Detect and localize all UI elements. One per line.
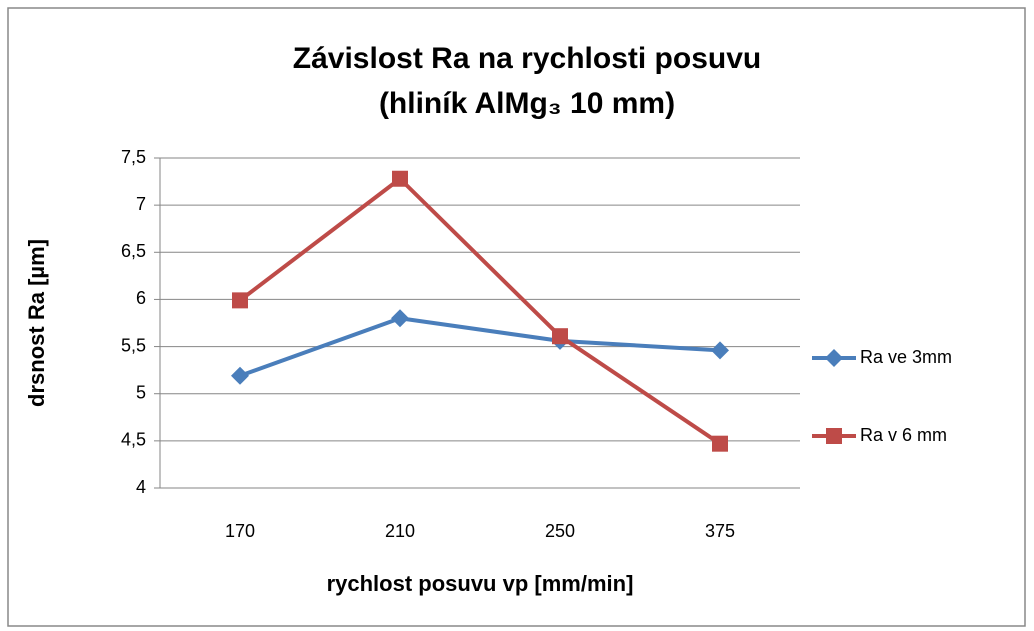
point: [552, 328, 568, 345]
point: [392, 170, 408, 187]
x-tick-label: 210: [385, 521, 415, 541]
y-tick-label: 4,5: [121, 430, 146, 450]
legend-label: Ra v 6 mm: [860, 425, 947, 445]
x-axis-label: rychlost posuvu vp [mm/min]: [327, 571, 634, 596]
y-tick-label: 6: [136, 288, 146, 308]
point: [231, 366, 249, 385]
x-tick-label: 250: [545, 521, 575, 541]
y-tick-label: 7,5: [121, 147, 146, 167]
chart-border: [7, 7, 1026, 627]
y-tick-label: 6,5: [121, 241, 146, 261]
series-line: [239, 316, 721, 378]
y-tick-label: 4: [136, 477, 146, 497]
x-tick-label: 170: [225, 521, 255, 541]
legend-marker: [825, 349, 843, 367]
series-line: [238, 176, 722, 446]
point: [391, 309, 409, 328]
legend-label: Ra ve 3mm: [860, 347, 952, 367]
point: [712, 435, 728, 452]
y-tick-label: 5,5: [121, 335, 146, 355]
y-tick-label: 7: [136, 194, 146, 214]
y-tick-label: 5: [136, 382, 146, 402]
chart-title: Závislost Ra na rychlosti posuvu: [293, 42, 761, 75]
y-axis-label: drsnost Ra [µm]: [24, 239, 49, 407]
x-tick-label: 375: [705, 521, 735, 541]
point: [232, 292, 248, 309]
chart-title: (hliník AlMg₃ 10 mm): [379, 87, 675, 120]
point: [711, 341, 729, 360]
legend-marker: [826, 428, 842, 444]
